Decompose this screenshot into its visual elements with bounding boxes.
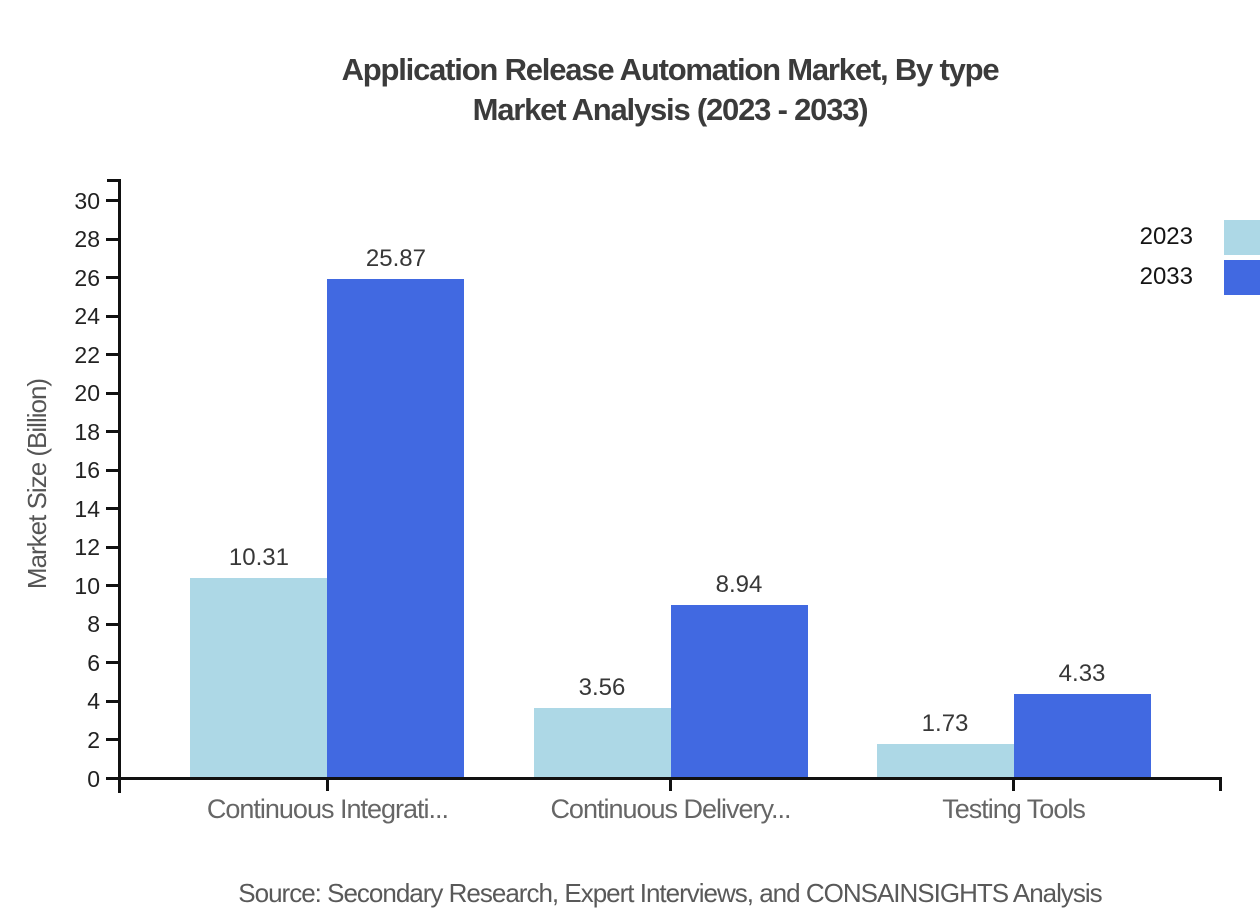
bar-2023	[876, 744, 1014, 777]
y-tick-label: 26	[74, 264, 100, 291]
y-tick-label: 10	[74, 572, 100, 599]
bar-value-label: 4.33	[1058, 660, 1106, 687]
x-axis-line	[118, 777, 1222, 780]
y-tick-label: 16	[74, 457, 100, 484]
y-tick-label: 20	[74, 380, 100, 407]
chart-title-line-2: Market Analysis (2023 - 2033)	[472, 92, 869, 127]
y-tick	[106, 584, 118, 588]
y-tick	[106, 391, 118, 395]
category-label: Continuous Integrati...	[206, 794, 449, 824]
chart-title-line-1: Application Release Automation Market, B…	[341, 52, 1000, 87]
y-tick	[106, 199, 118, 203]
y-tick-label: 14	[74, 495, 100, 522]
x-axis-end-tick	[1219, 778, 1222, 791]
bar-2023	[533, 708, 671, 777]
chart-title: Application Release Automation Market, B…	[80, 50, 1260, 130]
y-tick	[106, 777, 118, 780]
y-tick	[106, 507, 118, 511]
y-tick	[106, 468, 118, 472]
y-tick	[106, 622, 118, 626]
bar-value-label: 8.94	[715, 571, 763, 598]
source-attribution: Source: Secondary Research, Expert Inter…	[238, 878, 1102, 908]
bar-value-label: 3.56	[578, 674, 626, 701]
y-tick-label: 22	[74, 341, 100, 368]
legend-label-2023: 2023	[1139, 223, 1193, 250]
y-tick-label: 6	[87, 649, 100, 676]
y-axis-line	[118, 179, 121, 793]
y-tick-label: 0	[87, 765, 100, 792]
y-tick	[106, 353, 118, 357]
bar-2023	[190, 578, 328, 777]
bar-2033	[327, 279, 465, 777]
y-tick-label: 18	[74, 418, 100, 445]
bar-value-label: 1.73	[921, 710, 969, 737]
x-tick	[1012, 780, 1016, 791]
legend-swatch-2033	[1224, 260, 1260, 295]
category-label: Testing Tools	[942, 794, 1086, 824]
x-tick	[669, 780, 672, 791]
y-tick	[106, 276, 118, 280]
y-tick	[106, 545, 118, 549]
y-tick	[106, 237, 118, 241]
y-tick-label: 30	[74, 187, 100, 214]
y-axis-end-tick	[107, 179, 119, 182]
legend-label-2033: 2033	[1139, 263, 1193, 290]
y-tick	[106, 430, 118, 434]
bar-2033	[1013, 694, 1151, 777]
y-tick-label: 8	[87, 611, 100, 638]
legend-swatch-2023	[1224, 220, 1260, 255]
y-tick-label: 12	[74, 534, 100, 561]
x-tick	[325, 780, 329, 791]
y-tick-label: 24	[74, 303, 100, 330]
y-tick	[106, 314, 118, 318]
y-tick-label: 28	[74, 226, 100, 253]
bar-value-label: 10.31	[228, 544, 289, 571]
y-tick-label: 4	[87, 688, 100, 715]
y-tick	[106, 661, 118, 665]
y-tick	[106, 738, 118, 742]
category-label: Continuous Delivery...	[550, 794, 791, 824]
y-tick-label: 2	[87, 726, 100, 753]
y-tick	[106, 699, 118, 703]
bar-value-label: 25.87	[365, 245, 426, 272]
bar-2033	[670, 605, 808, 777]
